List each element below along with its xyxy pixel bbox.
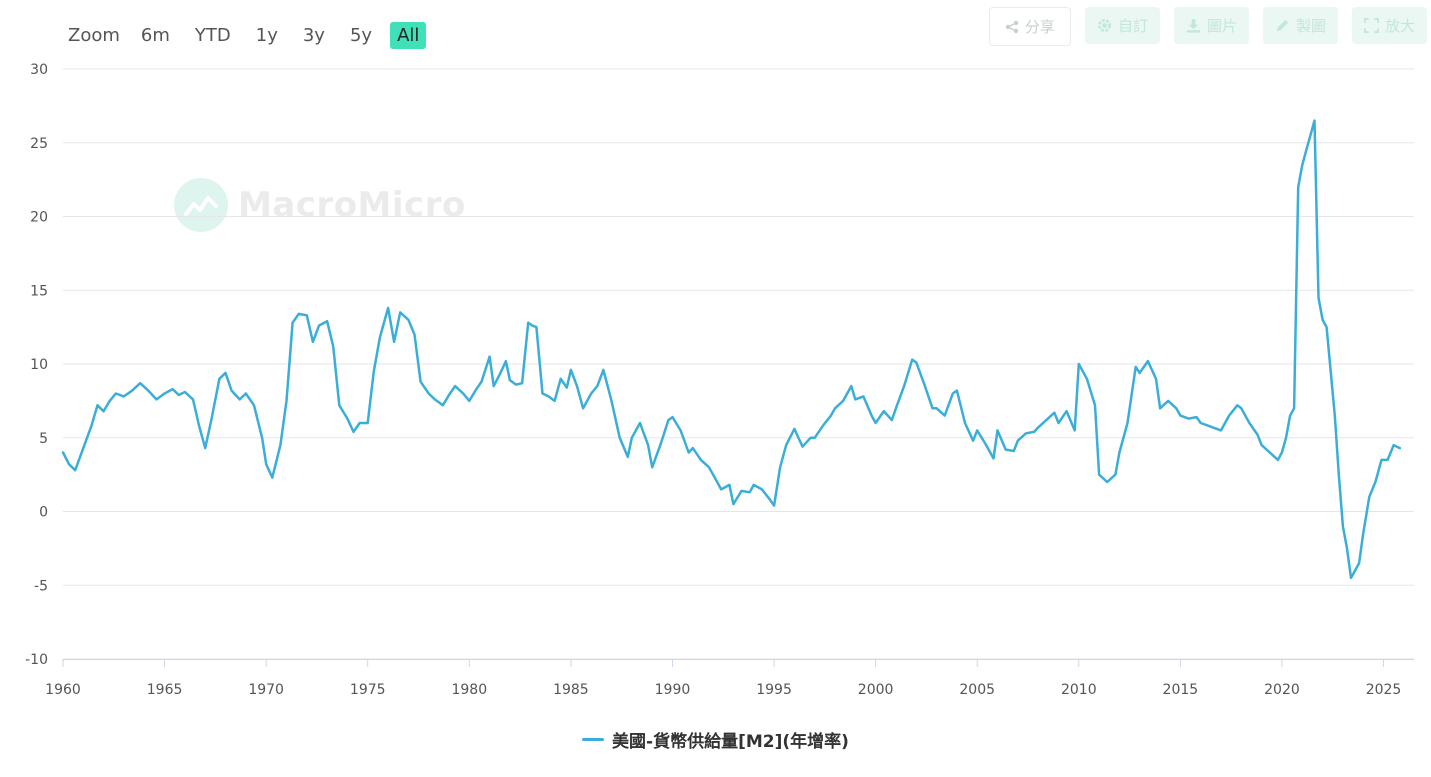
y-axis-ticks: -10 -5 0 5 10 15 20 25 30 [25, 62, 48, 668]
legend-label: 美國-貨幣供給量[M2](年增率) [612, 732, 849, 752]
gridlines [63, 68, 1414, 660]
y-tick-label: 15 [30, 283, 48, 299]
share-button[interactable]: 分享 [988, 7, 1071, 46]
x-tick-label: 2020 [1264, 682, 1300, 698]
draw-label: 製圖 [1295, 17, 1326, 35]
image-label: 圖片 [1206, 17, 1237, 35]
x-axis: 1960 1965 1970 1975 1980 1985 1990 1995 2000 2005… [45, 659, 1414, 698]
x-tick-label: 1985 [553, 682, 589, 698]
x-tick-label: 1995 [756, 682, 792, 698]
x-tick-label: 2005 [959, 682, 995, 698]
x-tick-label: 1965 [147, 682, 183, 698]
download-icon [1186, 18, 1201, 33]
y-tick-label: -10 [25, 652, 48, 668]
x-tick-label: 2025 [1366, 682, 1402, 698]
zoom-3y-button[interactable]: 3y [302, 25, 325, 46]
chart-toolbar: 分享 自訂 圖片 製圖 放大 [975, 7, 1427, 46]
zoom-6m-button[interactable]: 6m [140, 25, 170, 46]
legend-swatch [582, 738, 605, 741]
image-button[interactable]: 圖片 [1173, 7, 1249, 44]
expand-label: 放大 [1384, 17, 1415, 35]
y-tick-label: 25 [30, 136, 48, 152]
pencil-icon [1275, 18, 1290, 33]
y-tick-label: 30 [30, 62, 48, 78]
y-tick-label: -5 [34, 578, 48, 594]
customize-button[interactable]: 自訂 [1084, 7, 1160, 44]
series-line-m2-yoy[interactable] [61, 119, 1402, 580]
zoom-label: Zoom [68, 25, 120, 46]
x-tick-label: 1975 [350, 682, 386, 698]
zoom-all-button[interactable]: All [390, 22, 427, 49]
x-tick-label: 2010 [1061, 682, 1097, 698]
zoom-1y-button[interactable]: 1y [255, 25, 278, 46]
watermark: MacroMicro [174, 178, 466, 232]
draw-button[interactable]: 製圖 [1262, 7, 1338, 44]
y-tick-label: 20 [30, 210, 48, 226]
legend[interactable]: 美國-貨幣供給量[M2](年增率) [0, 727, 1431, 752]
customize-label: 自訂 [1117, 17, 1148, 35]
series-layer [61, 119, 1402, 580]
x-tick-label: 1970 [248, 682, 284, 698]
zoom-5y-button[interactable]: 5y [349, 25, 373, 46]
x-tick-label: 2000 [858, 682, 894, 698]
x-tick-label: 1980 [451, 682, 487, 698]
share-label: 分享 [1024, 18, 1055, 36]
watermark-text: MacroMicro [238, 185, 466, 225]
range-selector: Zoom 6m YTD 1y 3y 5y All [62, 20, 437, 51]
share-icon [1005, 20, 1019, 34]
macromicro-logo-icon [174, 178, 228, 232]
expand-button[interactable]: 放大 [1351, 7, 1427, 44]
y-tick-label: 10 [30, 357, 48, 373]
y-tick-label: 5 [39, 431, 48, 447]
x-tick-label: 1960 [45, 682, 81, 698]
zoom-ytd-button[interactable]: YTD [194, 25, 231, 46]
x-tick-label: 2015 [1163, 682, 1199, 698]
expand-icon [1363, 18, 1379, 33]
y-tick-label: 0 [39, 505, 48, 521]
x-tick-label: 1990 [655, 682, 691, 698]
gear-icon [1097, 18, 1112, 33]
